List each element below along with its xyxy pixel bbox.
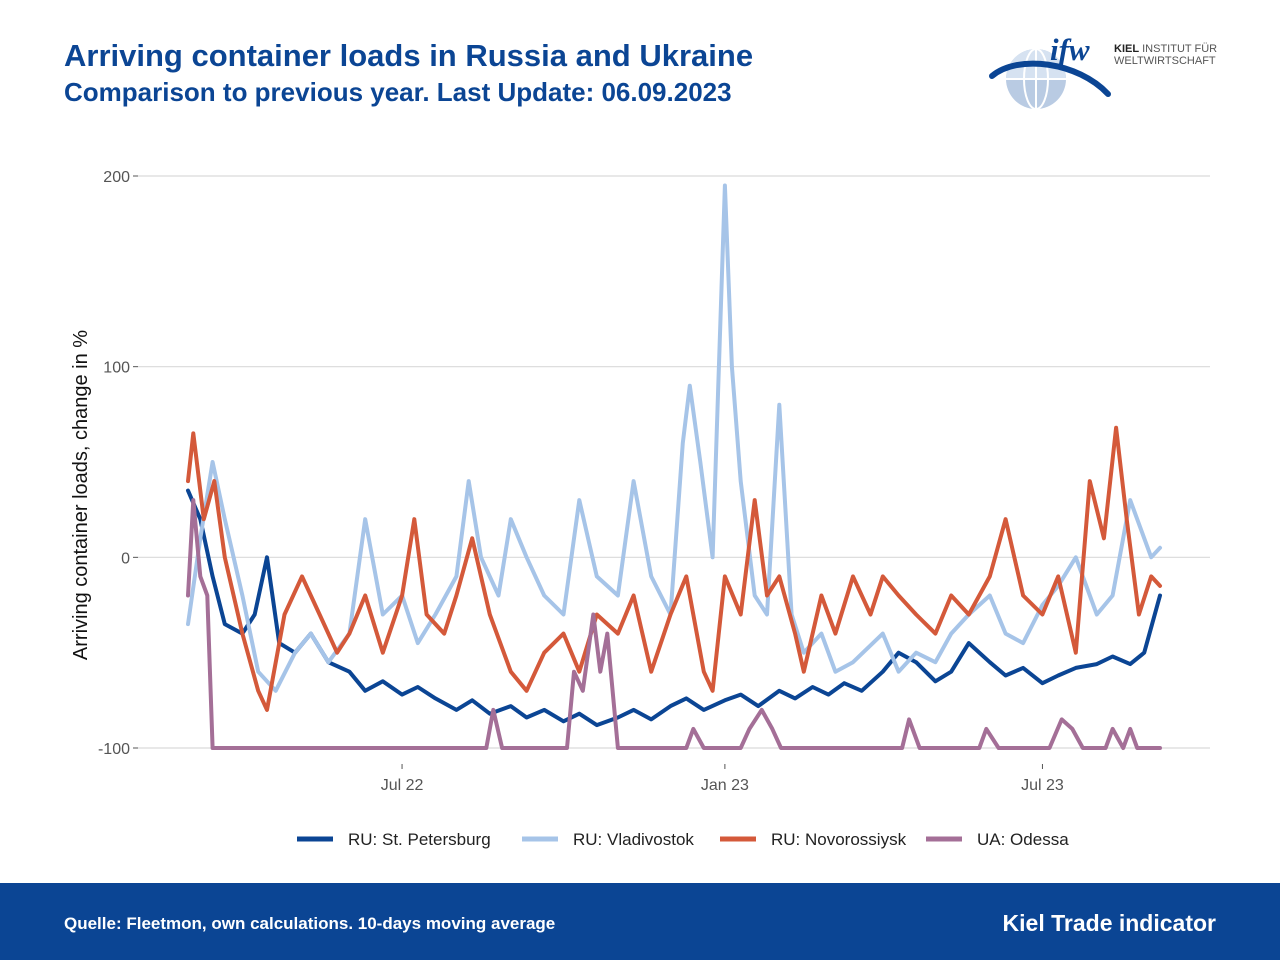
y-tick-label: 100 (103, 360, 130, 377)
x-tick-label: Jan 23 (701, 777, 749, 794)
y-tick-label: -100 (98, 741, 130, 758)
series-lines (186, 183, 1162, 750)
page-title: Arriving container loads in Russia and U… (64, 38, 754, 73)
y-axis-title: Arriving container loads, change in % (70, 330, 92, 660)
x-tick-label: Jul 23 (1021, 777, 1064, 794)
legend-label: RU: Novorossiysk (771, 830, 907, 849)
y-tick-label: 200 (103, 169, 130, 186)
globe-icon (989, 48, 1111, 110)
logo-line-1: KIEL INSTITUT FÜR (1114, 43, 1217, 55)
ifw-logo: ifw KIEL INSTITUT FÜR WELTWIRTSCHAFT (989, 32, 1217, 110)
line-chart: 200 100 0 -100 Jul 22 Jan 23 Jul 23 Arriving … (70, 169, 1210, 849)
legend-label: RU: St. Petersburg (348, 830, 491, 849)
legend: RU: St. Petersburg RU: Vladivostok RU: Nov… (297, 830, 1069, 849)
series-line (186, 498, 1162, 750)
gridlines (138, 175, 1210, 749)
logo-mark: ifw (1050, 32, 1090, 67)
legend-label: RU: Vladivostok (573, 830, 694, 849)
logo-line-2: WELTWIRTSCHAFT (1114, 55, 1216, 67)
x-tick-label: Jul 22 (381, 777, 424, 794)
legend-label: UA: Odessa (977, 830, 1069, 849)
y-tick-label: 0 (121, 550, 130, 567)
footer-bar: Quelle: Fleetmon, own calculations. 10-d… (0, 883, 1280, 960)
footer-brand: Kiel Trade indicator (1002, 910, 1216, 936)
series-line (186, 425, 1162, 712)
footer-source: Quelle: Fleetmon, own calculations. 10-d… (64, 914, 556, 933)
x-tick-labels: Jul 22 Jan 23 Jul 23 (381, 764, 1064, 794)
series-line (186, 183, 1162, 693)
y-tick-labels: 200 100 0 -100 (98, 169, 138, 758)
page-subtitle: Comparison to previous year. Last Update… (64, 77, 732, 107)
